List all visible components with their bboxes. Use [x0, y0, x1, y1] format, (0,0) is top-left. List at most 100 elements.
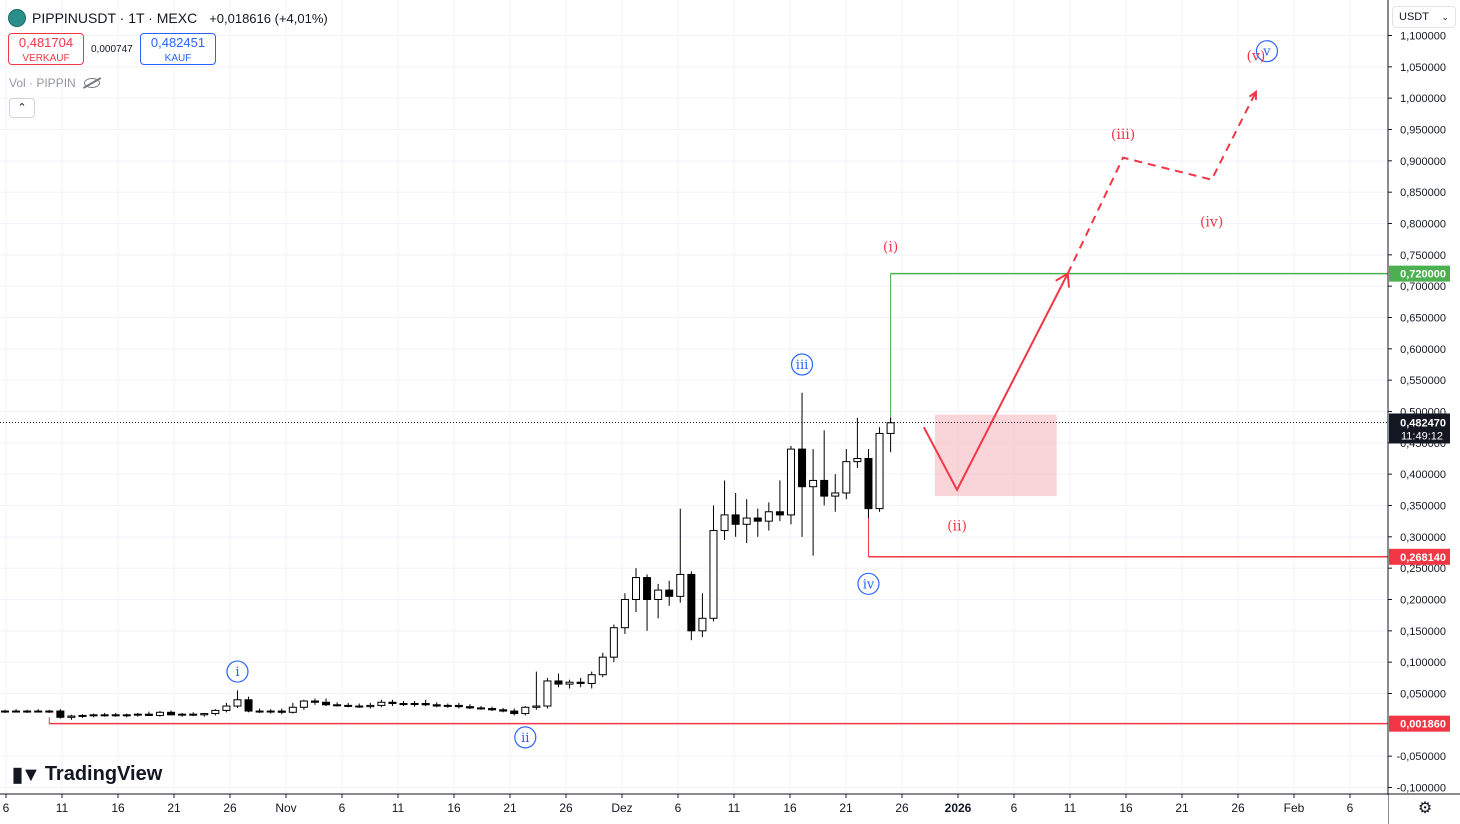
volume-indicator[interactable]: Vol · PIPPIN	[9, 76, 100, 90]
candle-body	[277, 710, 286, 713]
candle-body	[454, 704, 463, 708]
y-tick-label: 0,850000	[1400, 187, 1446, 199]
candle-body	[111, 714, 120, 717]
candle-body	[189, 713, 198, 716]
wave-text: v	[1262, 45, 1271, 60]
candle-body	[333, 704, 342, 707]
gear-icon[interactable]: ⚙	[1417, 800, 1433, 817]
candle-body	[100, 714, 109, 717]
candle-body	[764, 511, 773, 522]
y-tick-label: 0,250000	[1400, 563, 1446, 575]
candle-body	[510, 710, 519, 715]
wave-label-red: (iii)	[1111, 127, 1135, 143]
candle-body	[532, 705, 541, 708]
x-tick-label: Nov	[275, 801, 296, 815]
y-tick-label: 0,200000	[1400, 595, 1446, 607]
wave-text: iii	[796, 358, 808, 373]
eye-hidden-icon[interactable]	[83, 78, 100, 88]
level-label-bg	[1389, 715, 1450, 732]
candle-body	[886, 422, 895, 434]
candle-body	[78, 714, 87, 717]
candle-body	[45, 710, 54, 713]
y-tick-label: -0,100000	[1396, 783, 1446, 795]
y-tick-label: 0,950000	[1400, 125, 1446, 137]
candle-body	[687, 573, 696, 632]
x-tick-label: 2026	[945, 801, 972, 815]
y-tick-label: 0,800000	[1400, 219, 1446, 231]
level-label-bg	[1389, 548, 1450, 565]
x-tick-label: 21	[167, 801, 181, 815]
candle-body	[56, 710, 65, 718]
x-tick-label: 21	[1175, 801, 1189, 815]
candle-body	[255, 710, 264, 713]
wave-label-red: (ii)	[947, 519, 967, 535]
candle-body	[643, 577, 652, 600]
candle-body	[775, 511, 784, 516]
wave-label-blue: iv	[857, 572, 880, 595]
x-tick-label: 21	[503, 801, 517, 815]
candle-body	[89, 714, 98, 717]
candle-body	[443, 704, 452, 707]
tradingview-mark-icon: ▮▼	[12, 764, 41, 786]
x-tick-label: 16	[1119, 801, 1133, 815]
x-tick-label: 26	[895, 801, 909, 815]
x-tick-label: 21	[839, 801, 853, 815]
arrow-head	[1248, 89, 1257, 100]
candle-body	[620, 599, 629, 629]
x-tick-label: 26	[559, 801, 573, 815]
candle-body	[23, 710, 32, 713]
candle-body	[820, 479, 829, 497]
candle-body	[543, 680, 552, 707]
buy-button[interactable]: 0,482451 KAUF	[140, 33, 216, 65]
x-tick-label: 6	[1347, 801, 1354, 815]
candle-body	[222, 705, 231, 711]
wave-label-red: (v)	[1246, 49, 1265, 65]
buy-label: KAUF	[164, 53, 192, 64]
y-tick-label: 0,550000	[1400, 375, 1446, 387]
candle-body	[731, 514, 740, 525]
symbol-header[interactable]: PIPPINUSDT · 1T · MEXC +0,018616 (+4,01%…	[8, 8, 328, 28]
target-zone	[934, 414, 1057, 497]
candle-body	[322, 701, 331, 706]
x-tick-label: 11	[56, 801, 69, 815]
wave-circle	[857, 572, 880, 595]
candle-body	[786, 448, 795, 516]
candle-body	[1, 710, 9, 713]
projection-path-dashed	[1066, 91, 1257, 275]
collapse-legend-button[interactable]: ⌃	[9, 98, 35, 118]
candle-body	[388, 701, 397, 705]
y-tick-label: 0,700000	[1400, 281, 1446, 293]
candle-body	[587, 674, 596, 684]
wave-circle	[514, 726, 537, 749]
candle-body	[399, 703, 408, 706]
level-label: 0,001860	[1400, 719, 1446, 731]
y-tick-label: 0,150000	[1400, 626, 1446, 638]
candle-body	[67, 715, 76, 718]
x-tick-label: 11	[1064, 801, 1077, 815]
x-tick-label: 16	[783, 801, 797, 815]
candle-body	[377, 701, 386, 706]
y-tick-label: 0,900000	[1400, 156, 1446, 168]
y-tick-label: 0,750000	[1400, 250, 1446, 262]
currency-selector[interactable]: USDT ⌄	[1392, 6, 1456, 28]
candle-body	[244, 699, 253, 712]
sell-label: VERKAUF	[22, 53, 70, 64]
y-tick-label: 0,650000	[1400, 313, 1446, 325]
candle-body	[598, 656, 607, 676]
x-tick-label: Dez	[611, 801, 632, 815]
level-label: 0,720000	[1400, 269, 1446, 281]
symbol-title[interactable]: PIPPINUSDT · 1T · MEXC	[32, 10, 198, 26]
brand-text: TradingView	[44, 763, 163, 785]
candle-body	[809, 479, 818, 488]
sell-button[interactable]: 0,481704 VERKAUF	[8, 33, 84, 65]
candle-body	[299, 700, 308, 708]
wave-label-blue: v	[1255, 40, 1279, 63]
candle-body	[421, 703, 430, 706]
volume-label: Vol · PIPPIN	[9, 76, 76, 90]
y-tick-label: 0,100000	[1400, 657, 1446, 669]
candle-body	[798, 448, 807, 488]
tradingview-logo[interactable]: ▮▼ TradingView	[12, 762, 162, 787]
candle-body	[167, 711, 176, 716]
wave-label-blue: i	[226, 660, 249, 683]
